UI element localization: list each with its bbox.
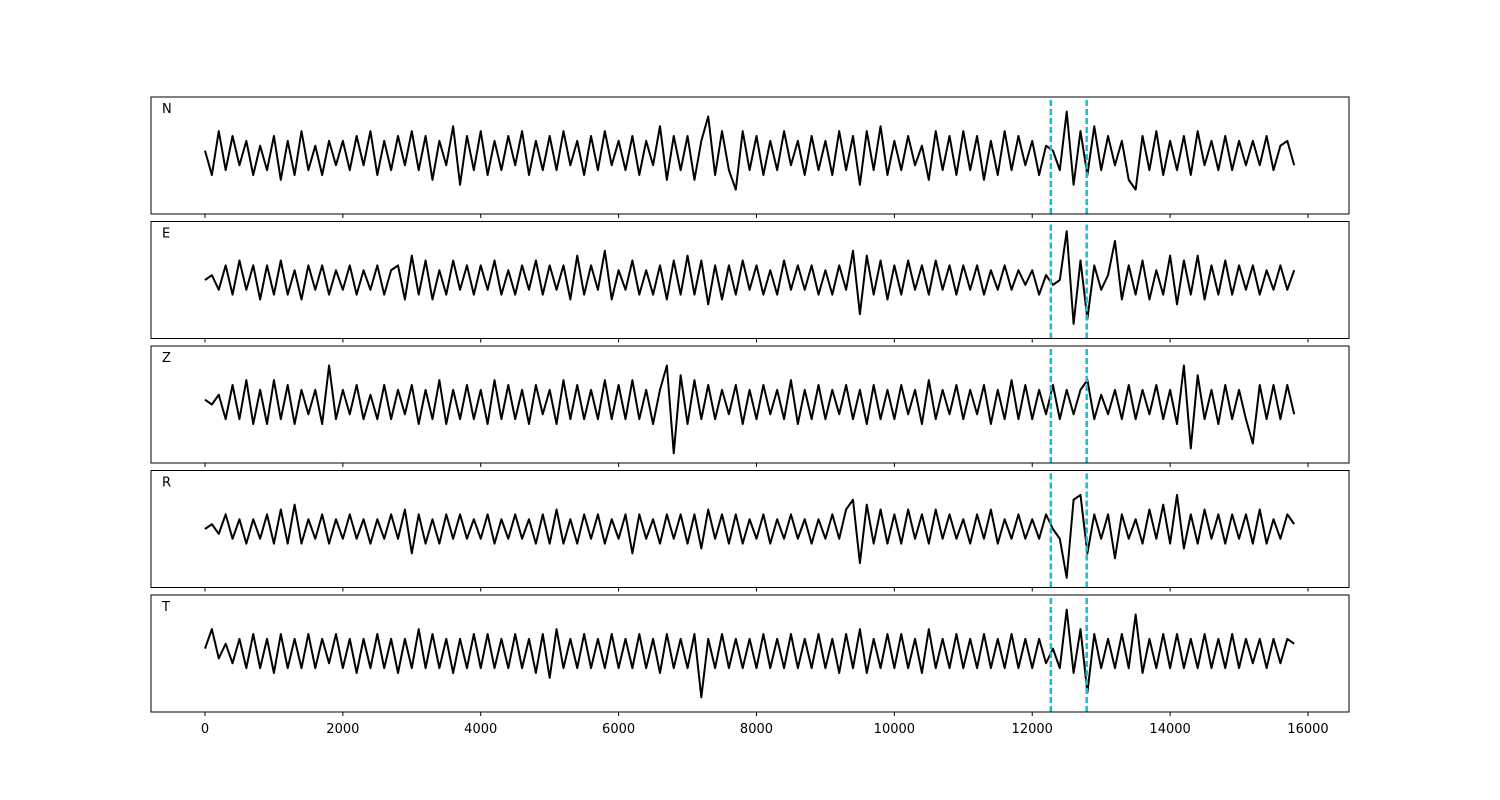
x-tick-label: 0 (201, 722, 209, 737)
panel-label: Z (162, 351, 171, 366)
panel-frame (150, 96, 1350, 215)
panel-frame (150, 221, 1350, 339)
x-tick-label: 4000 (464, 722, 497, 737)
panel-label: T (161, 600, 170, 615)
waveform (204, 230, 1296, 325)
x-tick-label: 2000 (326, 722, 359, 737)
waveform (204, 364, 1296, 455)
panel-label: R (162, 476, 171, 491)
waveform (204, 110, 1296, 191)
x-tick-label: 6000 (602, 722, 635, 737)
x-tick-label: 16000 (1287, 722, 1328, 737)
x-tick-label: 14000 (1149, 722, 1190, 737)
panel-frame (150, 594, 1350, 713)
waveform (204, 608, 1295, 699)
waveform (204, 493, 1296, 579)
x-tick-label: 8000 (740, 722, 773, 737)
panel-frame (150, 470, 1350, 588)
panel-frame (150, 345, 1350, 464)
x-tick-label: 10000 (874, 722, 915, 737)
panel-label: E (162, 227, 170, 242)
panel-label: N (162, 102, 172, 117)
x-tick-label: 12000 (1012, 722, 1053, 737)
